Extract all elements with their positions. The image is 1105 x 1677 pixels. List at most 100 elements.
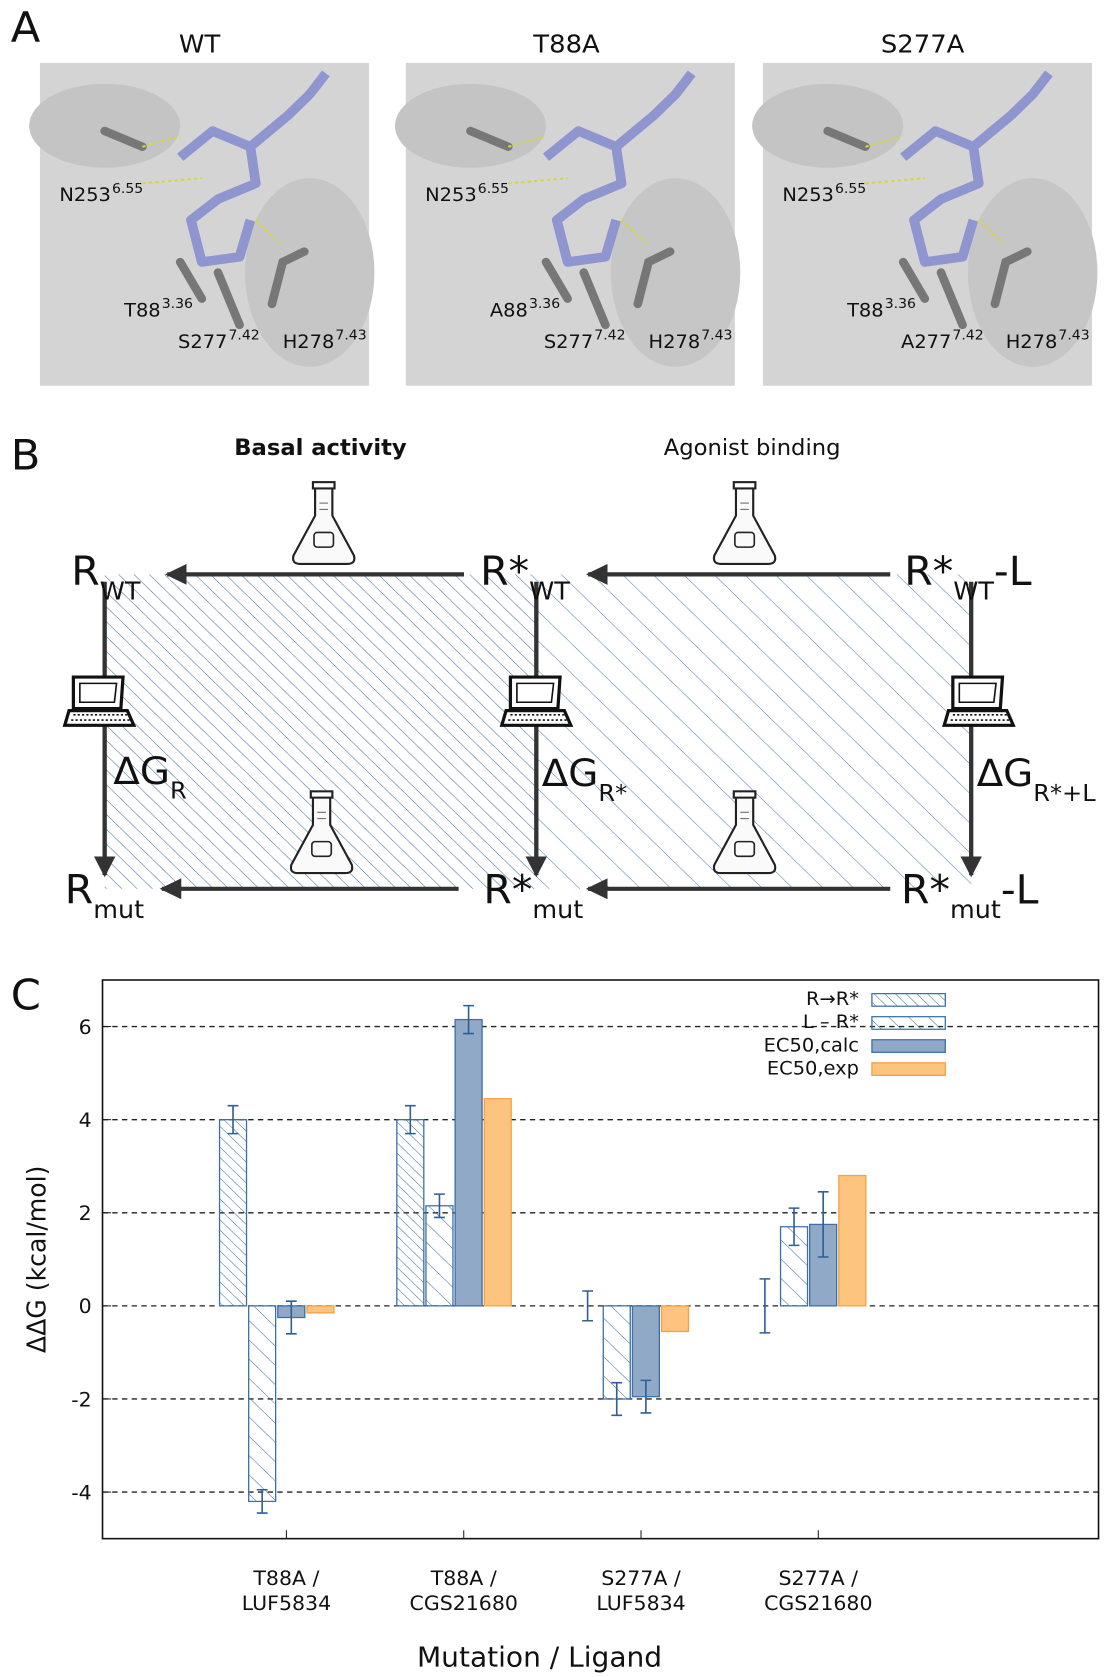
residue-superscript: 7.42 bbox=[952, 328, 983, 344]
panel-label: B bbox=[11, 432, 41, 480]
residue-superscript: 7.43 bbox=[701, 328, 732, 344]
residue-label: S277 bbox=[544, 330, 593, 353]
residue-superscript: 7.42 bbox=[228, 328, 259, 344]
panel-label: A bbox=[11, 4, 41, 52]
x-tick-label: LUF5834 bbox=[596, 1591, 685, 1615]
bar bbox=[838, 1174, 867, 1307]
bar bbox=[483, 1098, 512, 1307]
residue-sticks bbox=[823, 126, 1032, 330]
legend-swatch bbox=[871, 992, 946, 1007]
residue-label: N253 bbox=[59, 184, 111, 207]
legend-label: EC50,exp bbox=[767, 1057, 859, 1080]
state-label: R bbox=[71, 547, 99, 594]
error-bar bbox=[817, 1191, 829, 1258]
error-bar bbox=[640, 1379, 652, 1414]
y-axis-label: ΔΔG (kcal/mol) bbox=[22, 1166, 52, 1354]
residue-label: A277 bbox=[901, 330, 951, 353]
free-energy-label-subscript: R bbox=[170, 777, 187, 805]
residue-label: N253 bbox=[425, 184, 477, 207]
error-bar bbox=[434, 1193, 445, 1219]
structure-title: S277A bbox=[881, 30, 965, 60]
legend-label: L – R* bbox=[803, 1010, 859, 1033]
helix-shadow bbox=[29, 83, 181, 168]
legend-label: R→R* bbox=[806, 987, 859, 1010]
error-bar bbox=[611, 1381, 623, 1417]
h-bonds bbox=[142, 135, 284, 248]
error-bar bbox=[582, 1290, 594, 1322]
x-tick-label: CGS21680 bbox=[764, 1591, 872, 1615]
helix-shadow bbox=[610, 178, 741, 367]
residue-label: H278 bbox=[649, 330, 701, 353]
residue-sticks bbox=[466, 126, 675, 330]
error-bar bbox=[463, 1004, 474, 1035]
computer-icon bbox=[942, 675, 1015, 727]
y-tick-label: 6 bbox=[79, 1015, 92, 1039]
state-label-subscript: WT bbox=[100, 577, 141, 606]
legend-label: EC50,calc bbox=[764, 1034, 859, 1057]
free-energy-label: ΔG bbox=[977, 752, 1034, 796]
legend-swatch bbox=[871, 1016, 946, 1030]
ligand bbox=[177, 70, 330, 267]
residue-superscript: 3.36 bbox=[529, 296, 560, 312]
bar bbox=[306, 1305, 335, 1314]
structure-title: WT bbox=[179, 30, 221, 60]
bar bbox=[425, 1205, 454, 1307]
free-energy-label: ΔG bbox=[542, 752, 599, 796]
residue-superscript: 6.55 bbox=[835, 181, 866, 197]
state-label-suffix: -L bbox=[1001, 866, 1039, 913]
x-tick-label: T88A / bbox=[252, 1566, 319, 1590]
helix-shadow bbox=[394, 83, 547, 168]
h-bonds bbox=[865, 135, 1007, 248]
x-tick-label: LUF5834 bbox=[242, 1591, 331, 1615]
x-tick-label: T88A / bbox=[430, 1566, 497, 1590]
residue-label: N253 bbox=[782, 184, 834, 207]
residue-label: H278 bbox=[1006, 330, 1058, 353]
state-label-subscript: mut bbox=[532, 895, 583, 924]
error-bar bbox=[788, 1207, 800, 1247]
helix-shadow bbox=[967, 178, 1098, 367]
residue-superscript: 7.42 bbox=[594, 328, 625, 344]
residue-label: T88 bbox=[123, 299, 161, 322]
state-label-subscript: mut bbox=[93, 895, 144, 924]
residue-superscript: 7.43 bbox=[1058, 328, 1089, 344]
region-title: Basal activity bbox=[234, 435, 407, 461]
bar bbox=[218, 1119, 248, 1307]
y-tick-label: -2 bbox=[71, 1388, 91, 1412]
structure-image bbox=[394, 62, 741, 386]
state-label: R bbox=[65, 866, 93, 913]
ligand bbox=[900, 70, 1053, 267]
residue-superscript: 3.36 bbox=[885, 296, 916, 312]
bar bbox=[248, 1305, 277, 1503]
residue-label: S277 bbox=[178, 330, 227, 353]
x-tick-label: S277A / bbox=[601, 1566, 681, 1590]
residue-label: H278 bbox=[283, 330, 335, 353]
error-bar bbox=[759, 1278, 771, 1334]
region-title: Agonist binding bbox=[664, 435, 841, 461]
bar bbox=[660, 1305, 690, 1333]
y-tick-label: 4 bbox=[79, 1108, 92, 1132]
state-label-subscript: WT bbox=[529, 577, 570, 606]
x-tick-label: CGS21680 bbox=[410, 1591, 518, 1615]
h-bonds bbox=[507, 135, 650, 248]
free-energy-label-subscript: R*+L bbox=[1033, 779, 1096, 807]
residue-superscript: 7.43 bbox=[335, 328, 366, 344]
y-tick-label: 2 bbox=[79, 1201, 92, 1225]
structure-image bbox=[752, 62, 1098, 386]
panel-c: C -4 -2 0 2 4 6 ΔΔG (kcal/mol) Mutation / Ligand… bbox=[11, 972, 1100, 1673]
ligand bbox=[542, 70, 696, 267]
state-label-subscript: mut bbox=[950, 895, 1001, 924]
y-tick-label: 0 bbox=[79, 1294, 92, 1318]
free-energy-label-subscript: R* bbox=[598, 779, 627, 807]
bar bbox=[396, 1119, 425, 1307]
state-label: R* bbox=[480, 547, 529, 594]
state-label: R* bbox=[901, 866, 950, 913]
residue-label: T88 bbox=[846, 299, 884, 322]
residue-superscript: 3.36 bbox=[162, 296, 193, 312]
residue-superscript: 6.55 bbox=[478, 181, 509, 197]
state-label: R* bbox=[904, 547, 953, 594]
structure-title: T88A bbox=[532, 30, 600, 60]
plot-frame bbox=[101, 979, 1100, 1540]
